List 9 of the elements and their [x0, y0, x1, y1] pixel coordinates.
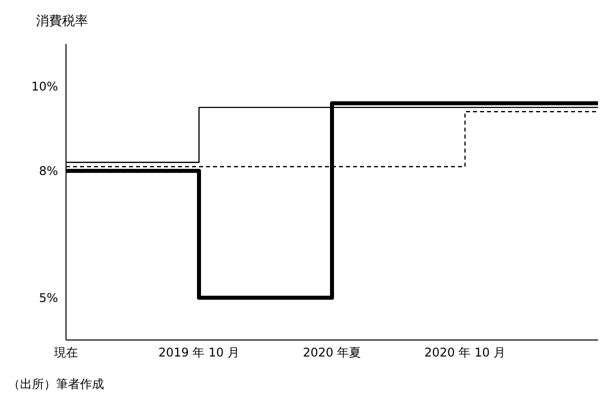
x-tick-label: 2019 年 10 月 [158, 346, 240, 360]
x-tick-label: 2020 年 10 月 [424, 346, 506, 360]
y-tick-label: 5% [38, 290, 58, 305]
y-axis-title: 消費税率 [36, 13, 88, 30]
text: （出所）筆者作成 [8, 376, 104, 393]
y-tick-label: 8% [38, 164, 58, 178]
x-tick-label: 現在 [54, 346, 78, 360]
x-tick-label: 2020 年夏 [302, 346, 362, 360]
y-tick-label: 10% [31, 80, 58, 94]
